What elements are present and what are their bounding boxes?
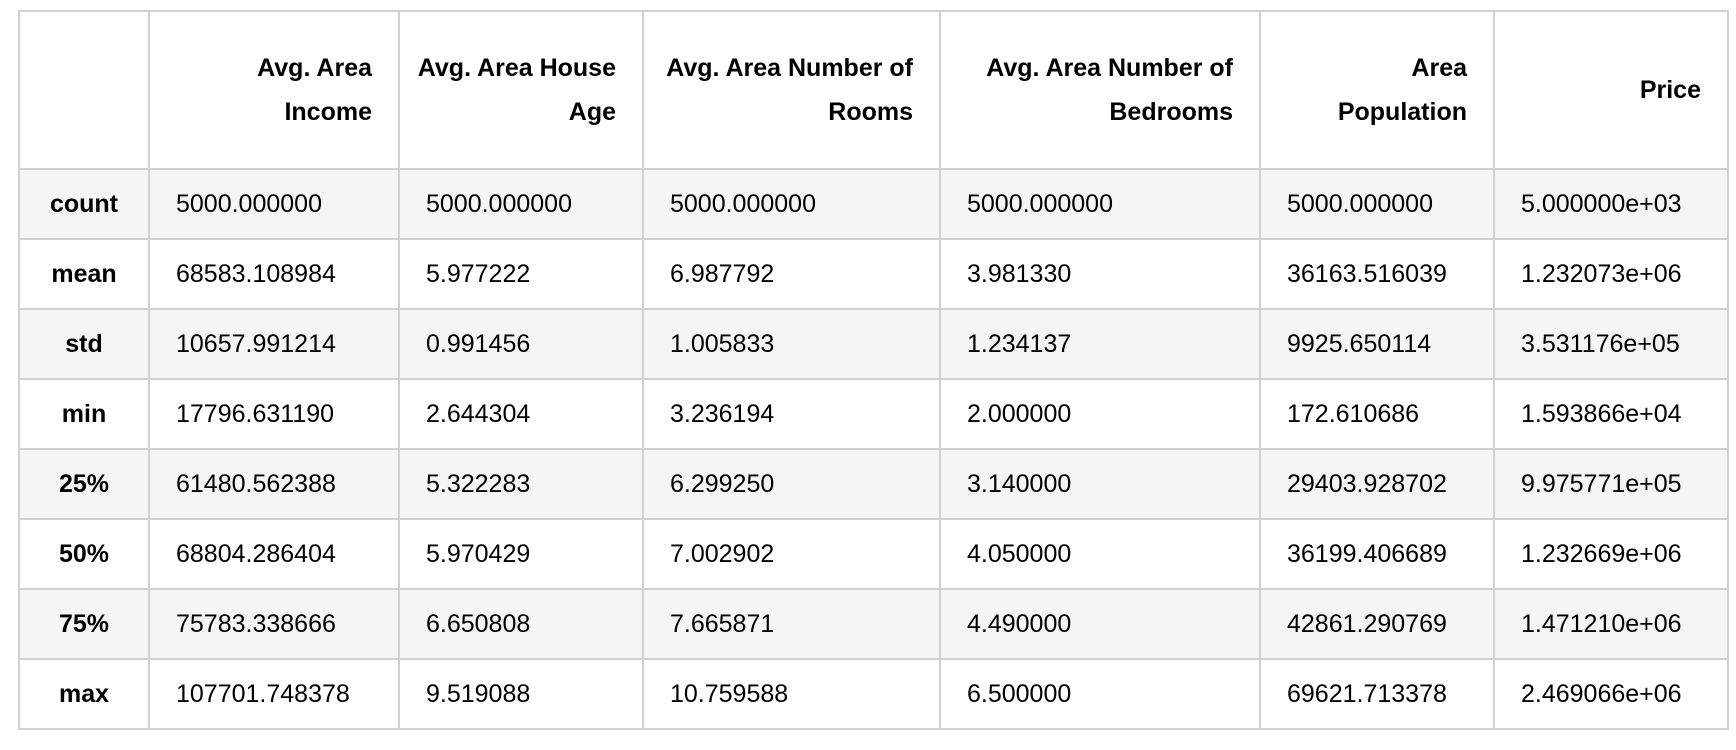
table-cell: 2.644304 [398,378,644,450]
table-cell: 6.500000 [939,658,1261,730]
table-cell: 10.759588 [642,658,941,730]
table-cell: 5.977222 [398,238,644,310]
table-cell: 3.236194 [642,378,941,450]
table-cell: 5000.000000 [398,168,644,240]
table-cell: 5.970429 [398,518,644,590]
table-cell: 42861.290769 [1259,588,1495,660]
table-cell: 2.469066e+06 [1493,658,1729,730]
table-cell: 4.490000 [939,588,1261,660]
table-cell: 0.991456 [398,308,644,380]
row-label: mean [18,238,150,310]
row-label: 75% [18,588,150,660]
table-cell: 1.005833 [642,308,941,380]
table-row: std 10657.991214 0.991456 1.005833 1.234… [18,308,1729,380]
header-row: Avg. Area Income Avg. Area House Age Avg… [18,10,1729,170]
row-label: 50% [18,518,150,590]
table-cell: 7.002902 [642,518,941,590]
table-cell: 1.232073e+06 [1493,238,1729,310]
table-cell: 17796.631190 [148,378,400,450]
table-cell: 61480.562388 [148,448,400,520]
table-cell: 9925.650114 [1259,308,1495,380]
table-cell: 5.000000e+03 [1493,168,1729,240]
table-cell: 9.975771e+05 [1493,448,1729,520]
table-cell: 107701.748378 [148,658,400,730]
table-cell: 36163.516039 [1259,238,1495,310]
index-header [18,10,150,170]
table-cell: 6.987792 [642,238,941,310]
column-header-income: Avg. Area Income [148,10,400,170]
row-label: count [18,168,150,240]
table-row: max 107701.748378 9.519088 10.759588 6.5… [18,658,1729,730]
table-cell: 5000.000000 [148,168,400,240]
table-cell: 75783.338666 [148,588,400,660]
table-row: count 5000.000000 5000.000000 5000.00000… [18,168,1729,240]
row-label: max [18,658,150,730]
table-row: mean 68583.108984 5.977222 6.987792 3.98… [18,238,1729,310]
table-row: min 17796.631190 2.644304 3.236194 2.000… [18,378,1729,450]
row-label: min [18,378,150,450]
describe-table: Avg. Area Income Avg. Area House Age Avg… [18,10,1729,730]
table-cell: 3.531176e+05 [1493,308,1729,380]
table-cell: 3.981330 [939,238,1261,310]
table-cell: 6.650808 [398,588,644,660]
table-cell: 1.234137 [939,308,1261,380]
column-header-house-age: Avg. Area House Age [398,10,644,170]
row-label: 25% [18,448,150,520]
table-cell: 4.050000 [939,518,1261,590]
dataframe-container: Avg. Area Income Avg. Area House Age Avg… [18,10,1729,730]
table-cell: 5.322283 [398,448,644,520]
table-cell: 10657.991214 [148,308,400,380]
table-cell: 1.232669e+06 [1493,518,1729,590]
column-header-population: Area Population [1259,10,1495,170]
table-cell: 1.593866e+04 [1493,378,1729,450]
table-cell: 68583.108984 [148,238,400,310]
table-cell: 7.665871 [642,588,941,660]
table-cell: 69621.713378 [1259,658,1495,730]
table-cell: 68804.286404 [148,518,400,590]
column-header-bedrooms: Avg. Area Number of Bedrooms [939,10,1261,170]
table-row: 75% 75783.338666 6.650808 7.665871 4.490… [18,588,1729,660]
table-cell: 5000.000000 [1259,168,1495,240]
table-cell: 3.140000 [939,448,1261,520]
table-cell: 172.610686 [1259,378,1495,450]
table-cell: 2.000000 [939,378,1261,450]
table-row: 50% 68804.286404 5.970429 7.002902 4.050… [18,518,1729,590]
table-row: 25% 61480.562388 5.322283 6.299250 3.140… [18,448,1729,520]
column-header-price: Price [1493,10,1729,170]
table-cell: 1.471210e+06 [1493,588,1729,660]
row-label: std [18,308,150,380]
table-cell: 9.519088 [398,658,644,730]
table-cell: 5000.000000 [939,168,1261,240]
table-cell: 29403.928702 [1259,448,1495,520]
table-cell: 6.299250 [642,448,941,520]
table-cell: 36199.406689 [1259,518,1495,590]
column-header-rooms: Avg. Area Number of Rooms [642,10,941,170]
table-cell: 5000.000000 [642,168,941,240]
